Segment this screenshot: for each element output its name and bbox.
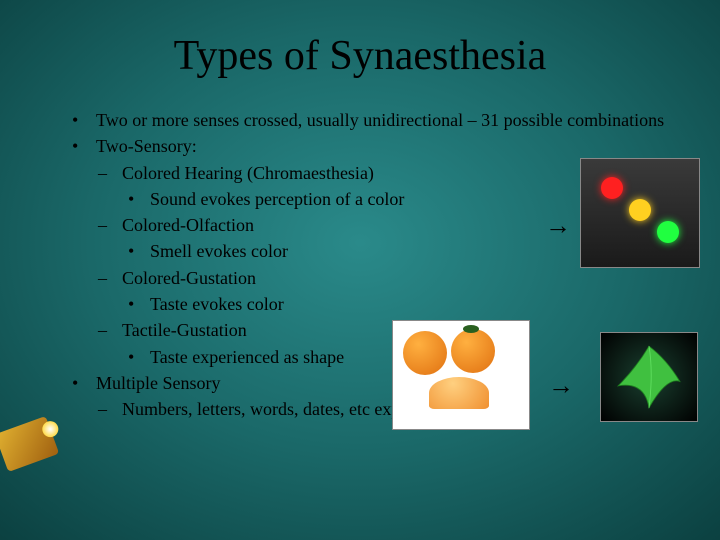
green-shape-icon: [600, 332, 698, 422]
traffic-light-icon: [580, 158, 700, 268]
bullet-intro: Two or more senses crossed, usually unid…: [68, 108, 700, 132]
bullet-colored-gustation: Colored-Gustation: [68, 266, 700, 290]
bullet-taste-color: Taste evokes color: [68, 292, 700, 316]
slide-title: Types of Synaesthesia: [0, 0, 720, 108]
bullet-two-sensory: Two-Sensory:: [68, 134, 700, 158]
oranges-photo-icon: [392, 320, 530, 430]
arrow-icon: →: [548, 370, 574, 401]
arrow-icon: →: [545, 210, 571, 241]
flashlight-icon: [0, 416, 59, 472]
